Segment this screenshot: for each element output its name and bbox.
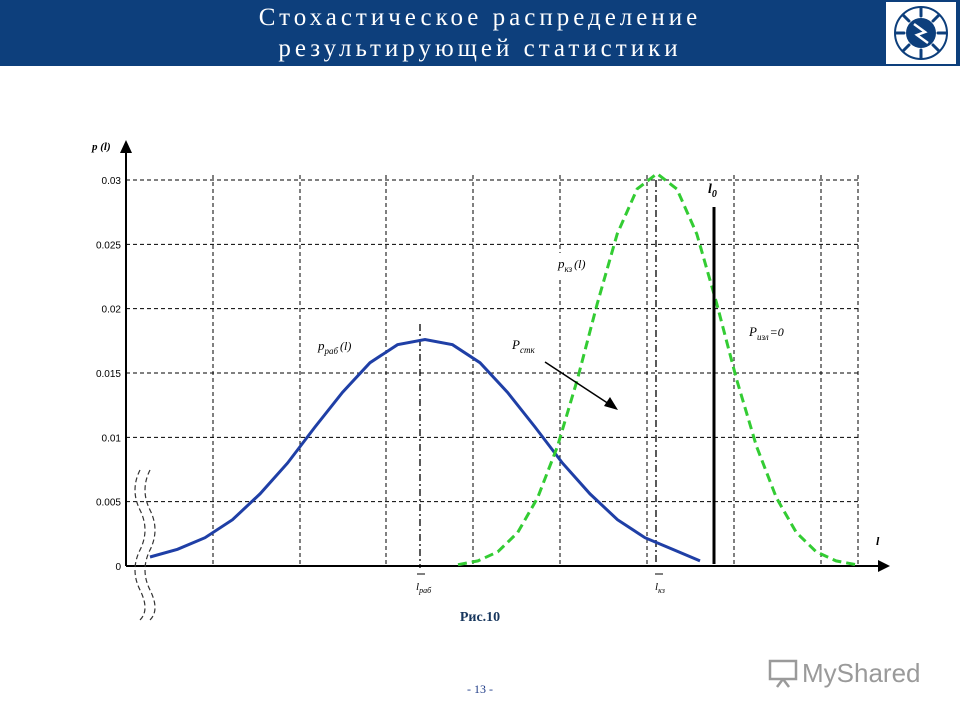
marker-kz-main: l bbox=[655, 581, 658, 593]
label-p-stk: Pстк bbox=[508, 333, 618, 410]
y-tick-label: 0 bbox=[115, 562, 121, 573]
series-kz-line bbox=[457, 171, 857, 567]
threshold-sub: 0 bbox=[712, 189, 717, 200]
y-tick-labels: 0 0.005 0.01 0.015 0.02 0.025 0.03 bbox=[96, 176, 121, 573]
label-p-izl-main: P bbox=[748, 324, 757, 339]
threshold-main: l bbox=[708, 182, 712, 197]
label-p-izl-sub: изл bbox=[757, 332, 769, 342]
page-number: - 13 - bbox=[467, 682, 493, 696]
y-tick-label: 0.03 bbox=[102, 176, 122, 187]
y-tick-label: 0.02 bbox=[102, 305, 122, 316]
watermark-text: MyShared bbox=[802, 658, 921, 688]
slide-title-line-1: Стохастическое распределение bbox=[258, 4, 702, 31]
y-axis bbox=[120, 140, 132, 566]
label-p-izl-tail: =0 bbox=[770, 325, 784, 339]
label-p-kz-tail: (l) bbox=[574, 257, 585, 271]
marker-work-sub: раб bbox=[418, 586, 432, 595]
label-p-kz-main: p bbox=[557, 256, 565, 271]
label-p-work: pраб (l) bbox=[316, 334, 366, 356]
label-p-work-tail: (l) bbox=[340, 339, 351, 353]
mean-marker-kz: lкз bbox=[655, 180, 665, 595]
mean-marker-work: lраб bbox=[416, 324, 432, 595]
svg-text:Pстк: Pстк bbox=[511, 337, 535, 355]
y-tick-label: 0.015 bbox=[96, 369, 121, 380]
series-work-line bbox=[149, 337, 701, 563]
slide-title-line-2: результирующей статистики bbox=[278, 35, 682, 62]
axis-break-symbol bbox=[134, 469, 156, 621]
y-tick-label: 0.005 bbox=[96, 498, 121, 509]
slide-title: Стохастическое распределение результирую… bbox=[150, 2, 810, 64]
chart-grid bbox=[126, 175, 859, 564]
y-tick-label: 0.01 bbox=[102, 433, 122, 444]
label-p-kz: pкз (l) bbox=[556, 253, 600, 277]
svg-text:lраб: lраб bbox=[416, 581, 432, 595]
figure-caption: Рис.10 bbox=[459, 610, 501, 625]
marker-kz-sub: кз bbox=[658, 586, 665, 595]
power-company-logo-icon bbox=[886, 2, 956, 64]
watermark: MyShared bbox=[766, 656, 926, 690]
presentation-board-icon bbox=[768, 659, 798, 688]
x-axis-label: l bbox=[876, 534, 880, 548]
distribution-chart: 0 0.005 0.01 0.015 0.02 0.025 0.03 p (l) l lра… bbox=[0, 66, 960, 720]
label-p-work-main: p bbox=[317, 338, 325, 353]
slide-header: Стохастическое распределение результирую… bbox=[0, 0, 960, 66]
label-p-stk-main: P bbox=[511, 337, 520, 352]
threshold-line: l0 bbox=[708, 182, 717, 564]
y-tick-label: 0.025 bbox=[96, 240, 121, 251]
label-p-work-sub: раб bbox=[324, 346, 339, 356]
svg-text:Pизл=0: Pизл=0 bbox=[748, 324, 784, 342]
label-p-stk-sub: стк bbox=[520, 345, 535, 355]
y-axis-label: p (l) bbox=[91, 141, 111, 153]
svg-text:lкз: lкз bbox=[655, 581, 665, 595]
x-axis bbox=[126, 560, 890, 572]
svg-text:l0: l0 bbox=[708, 182, 717, 200]
svg-text:pкз(l): pкз (l) bbox=[557, 256, 585, 274]
svg-text:pраб(l): pраб (l) bbox=[317, 338, 351, 356]
marker-work-main: l bbox=[416, 581, 419, 593]
label-p-kz-sub: кз bbox=[565, 264, 573, 274]
label-p-izl: Pизл=0 bbox=[740, 318, 810, 344]
